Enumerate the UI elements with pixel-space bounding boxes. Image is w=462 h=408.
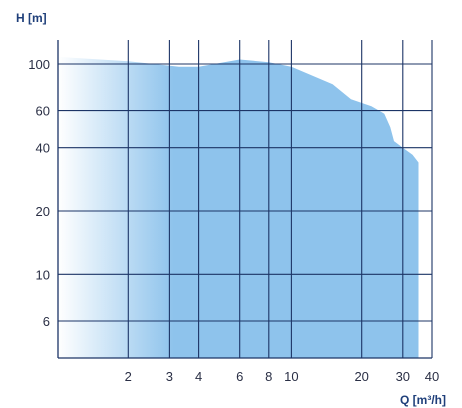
x-tick-label-3: 3 bbox=[166, 369, 173, 384]
x-tick-label-20: 20 bbox=[354, 369, 368, 384]
y-tick-label-60: 60 bbox=[36, 104, 50, 119]
x-axis-title: Q [m³/h] bbox=[400, 393, 446, 407]
operating-range-area bbox=[58, 56, 419, 359]
y-tick-label-100: 100 bbox=[28, 57, 50, 72]
x-tick-label-10: 10 bbox=[284, 369, 298, 384]
grid bbox=[57, 40, 433, 359]
operating-area-0 bbox=[58, 56, 419, 359]
y-tick-label-6: 6 bbox=[43, 314, 50, 329]
y-tick-labels: 100 60 40 20 10 6 bbox=[28, 57, 50, 329]
y-tick-label-40: 40 bbox=[36, 141, 50, 156]
x-tick-label-2: 2 bbox=[125, 369, 132, 384]
x-tick-label-30: 30 bbox=[396, 369, 410, 384]
x-tick-label-6: 6 bbox=[236, 369, 243, 384]
x-tick-label-8: 8 bbox=[265, 369, 272, 384]
y-tick-label-20: 20 bbox=[36, 204, 50, 219]
y-tick-label-10: 10 bbox=[36, 267, 50, 282]
x-tick-label-4: 4 bbox=[195, 369, 202, 384]
x-tick-labels: 2 3 4 6 8 10 20 30 40 bbox=[125, 369, 440, 384]
x-tick-label-40: 40 bbox=[425, 369, 439, 384]
y-axis-title: H [m] bbox=[16, 11, 47, 25]
